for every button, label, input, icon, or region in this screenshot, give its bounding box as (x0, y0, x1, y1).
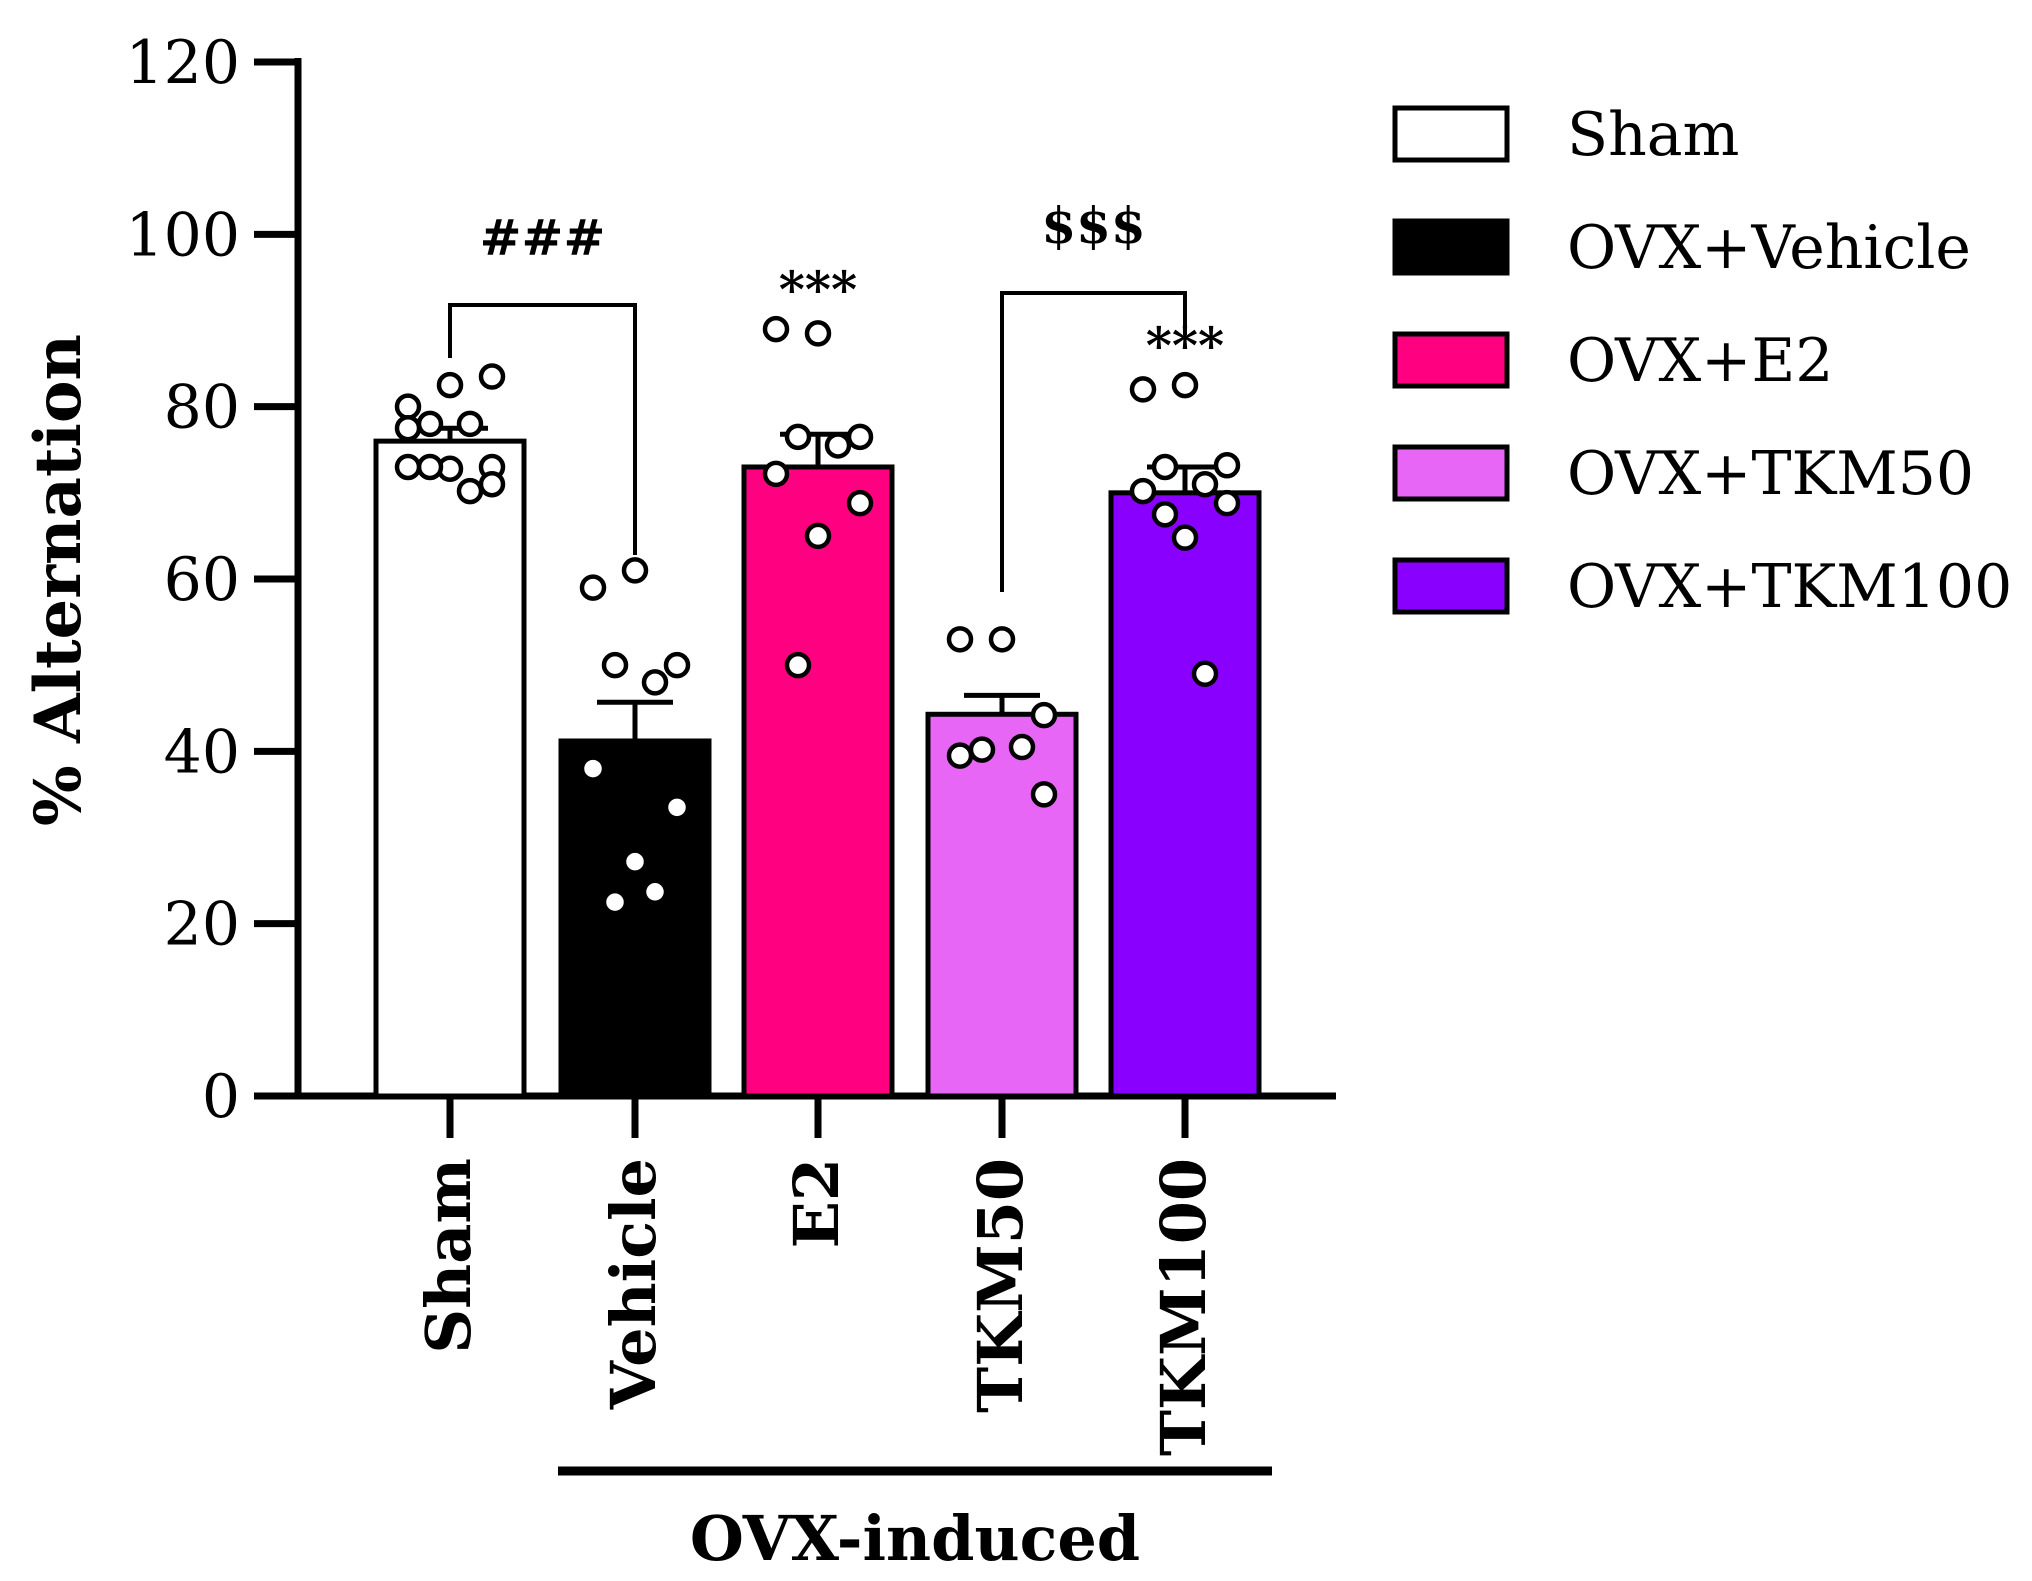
y-tick-label: 100 (125, 200, 240, 270)
data-point (1129, 376, 1157, 403)
data-point (394, 453, 422, 481)
data-point (1191, 470, 1219, 498)
data-point (946, 742, 974, 769)
significance-bracket (448, 303, 637, 555)
data-point (946, 626, 974, 653)
data-point (804, 320, 832, 347)
y-tick-label: 40 (164, 717, 240, 787)
data-point (621, 848, 649, 875)
data-point (641, 878, 669, 906)
x-tick-label-vehicle: Vehicle (597, 1158, 670, 1410)
x-tick-label-tkm50: TKM50 (964, 1158, 1037, 1413)
bar-e2 (741, 464, 895, 1099)
legend-label: OVX+TKM50 (1567, 439, 1974, 509)
data-point (804, 522, 832, 550)
data-point (1030, 781, 1058, 808)
legend-swatch (1392, 218, 1510, 276)
data-point (846, 423, 874, 451)
legend-swatch (1392, 557, 1510, 615)
x-tick-label-sham: Sham (412, 1158, 485, 1354)
data-point (394, 414, 422, 442)
data-point (1129, 477, 1157, 505)
data-point (601, 651, 629, 679)
legend-label: Sham (1567, 100, 1739, 170)
data-point (762, 315, 790, 343)
significance-label: ### (480, 208, 606, 267)
data-point (824, 432, 852, 459)
data-point (601, 888, 629, 916)
data-point (478, 470, 506, 498)
legend-swatch (1392, 105, 1510, 163)
bars (373, 425, 1262, 1099)
legend-label: OVX+TKM100 (1567, 552, 2012, 622)
data-point (1171, 371, 1199, 399)
y-axis-title: % Alternation (21, 334, 96, 826)
data-point (1008, 733, 1036, 761)
legend-label: OVX+E2 (1567, 326, 1833, 396)
bar-vehicle (558, 738, 712, 1099)
data-point (641, 669, 669, 696)
y-tick-label: 80 (164, 373, 240, 443)
data-point (784, 651, 812, 679)
data-point (1171, 524, 1199, 551)
data-point (436, 371, 464, 399)
y-tick-label: 0 (202, 1062, 240, 1132)
x-tick-label-e2: E2 (780, 1158, 853, 1248)
data-point (762, 460, 790, 488)
data-point (394, 393, 422, 420)
data-point (416, 410, 444, 438)
significance-label: *** (779, 260, 857, 319)
significance-bracket (1000, 291, 1187, 592)
y-tick-label: 120 (125, 28, 240, 98)
data-point (663, 794, 691, 821)
data-point (1213, 489, 1241, 517)
data-point (846, 489, 874, 517)
legend-swatch (1392, 331, 1510, 389)
data-point (1151, 453, 1179, 481)
data-point (621, 557, 649, 584)
legend-swatch (1392, 444, 1510, 502)
bar-tkm50 (925, 711, 1079, 1099)
bar-tkm100 (1108, 490, 1262, 1099)
significance-label: *** (1146, 316, 1224, 375)
group-label: OVX-induced (690, 1502, 1140, 1575)
significance-label: $$$ (1041, 196, 1145, 255)
legend-label: OVX+Vehicle (1567, 213, 1971, 283)
x-tick-label-tkm100: TKM100 (1147, 1158, 1220, 1456)
data-points (394, 315, 1241, 916)
axes: 0 20 40 60 80 100 120 Sham Vehicle E2 TKM50 TKM100 (125, 28, 1336, 1476)
data-point (579, 574, 607, 601)
data-point (456, 410, 484, 438)
data-point (416, 453, 444, 481)
legend: Sham OVX+Vehicle OVX+E2 OVX+TKM50 OVX+TKM100 (1392, 100, 2012, 622)
data-point (456, 477, 484, 505)
data-point (988, 626, 1016, 653)
data-point (1213, 452, 1241, 479)
data-point (663, 651, 691, 679)
data-point (1151, 501, 1179, 528)
data-point (1191, 660, 1219, 688)
data-point (968, 736, 996, 763)
y-tick-label: 20 (164, 890, 240, 960)
y-tick-label: 60 (164, 545, 240, 615)
data-point (478, 363, 506, 390)
bar-sham (373, 438, 527, 1099)
data-point (784, 423, 812, 451)
data-point (579, 755, 607, 782)
data-point (1030, 701, 1058, 729)
significance-annotations: ### $$$ *** *** (448, 196, 1224, 592)
